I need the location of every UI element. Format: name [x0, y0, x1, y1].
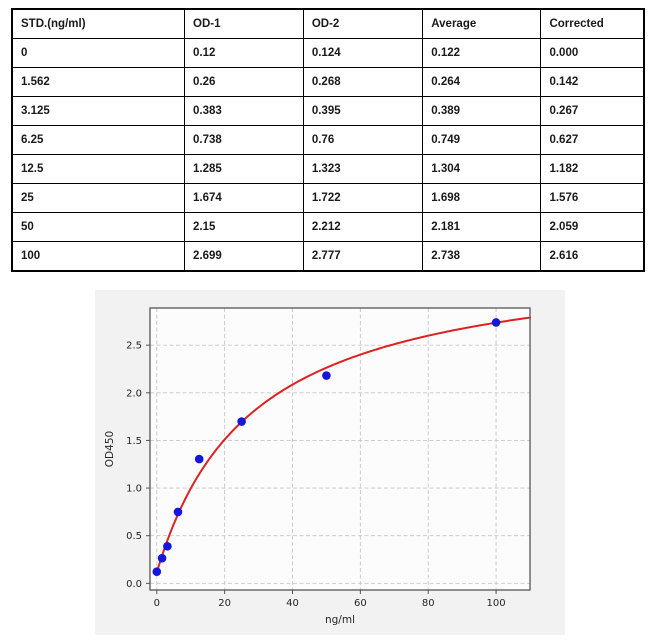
y-tick-label: 1.0	[126, 484, 142, 495]
table-cell: 2.059	[540, 212, 645, 242]
table-cell: 2.777	[302, 241, 424, 272]
x-axis-label: ng/ml	[325, 614, 355, 626]
table-cell: 0.142	[540, 67, 645, 97]
data-point	[163, 541, 172, 551]
table-row: 25 1.674 1.722 1.698 1.576	[11, 183, 645, 213]
column-header: Average	[422, 8, 542, 39]
axes-border	[149, 307, 531, 591]
table-cell: 12.5	[11, 154, 186, 184]
table-row: 3.125 0.383 0.395 0.389 0.267	[11, 96, 645, 126]
table-cell: 2.15	[184, 212, 304, 242]
table-cell: 50	[11, 212, 186, 242]
table-cell: 1.576	[540, 183, 645, 213]
table-cell: 0.738	[184, 125, 304, 155]
y-tick-label: 0.0	[126, 579, 142, 590]
standard-curve-figure: 0 20 40 60 80 100 0.0 0.5 1.0 1.5 2.0 2.5 ng/ml OD450	[95, 290, 565, 635]
x-tick-label: 100	[487, 598, 506, 609]
table-cell: 1.182	[540, 154, 645, 184]
plot-background	[150, 308, 530, 590]
table-cell: 0.26	[184, 67, 304, 97]
column-header: Corrected	[540, 8, 645, 39]
data-point	[491, 318, 501, 327]
table-cell: 0.76	[302, 125, 424, 155]
table-cell: 2.212	[302, 212, 424, 242]
data-point	[237, 417, 246, 426]
column-header: STD.(ng/ml)	[11, 8, 186, 39]
table-row: 6.25 0.738 0.76 0.749 0.627	[11, 125, 645, 155]
column-header: OD-1	[184, 8, 304, 39]
table-cell: 0.389	[422, 96, 542, 126]
table-cell: 25	[11, 183, 186, 213]
table-cell: 100	[11, 241, 186, 272]
table-cell: 1.562	[11, 67, 186, 97]
table-cell: 0.749	[422, 125, 542, 155]
table-cell: 0.000	[540, 38, 645, 68]
column-header: OD-2	[302, 8, 424, 39]
table-row: 1.562 0.26 0.268 0.264 0.142	[11, 67, 645, 97]
table-cell: 0.264	[422, 67, 542, 97]
table-row: 12.5 1.285 1.323 1.304 1.182	[11, 154, 645, 184]
header-row: STD.(ng/ml) OD-1 OD-2 Average Corrected	[11, 8, 645, 39]
data-point	[322, 371, 331, 380]
table-cell: 1.323	[302, 154, 424, 184]
y-axis-label: OD450	[104, 431, 116, 467]
table-cell: 2.616	[540, 241, 645, 272]
std-table: STD.(ng/ml) OD-1 OD-2 Average Corrected 0 0.1…	[11, 8, 645, 272]
table-cell: 0.268	[302, 67, 424, 97]
x-tick-label: 0	[154, 598, 160, 609]
table-cell: 6.25	[11, 125, 186, 155]
y-tick-label: 2.0	[126, 388, 142, 399]
table-cell: 0.124	[302, 38, 424, 68]
y-tick-label: 0.5	[126, 531, 142, 542]
data-point	[173, 507, 183, 517]
table-row: 50 2.15 2.212 2.181 2.059	[11, 212, 645, 242]
standard-data-table: STD.(ng/ml) OD-1 OD-2 Average Corrected 0 0.1…	[11, 8, 645, 272]
standard-curve-chart: 0 20 40 60 80 100 0.0 0.5 1.0 1.5 2.0 2.5 ng/ml OD450	[95, 290, 565, 635]
x-tick-label: 40	[286, 598, 299, 609]
table-cell: 0.122	[422, 38, 542, 68]
table-cell: 0.627	[540, 125, 645, 155]
table-row: 0 0.12 0.124 0.122 0.000	[11, 38, 645, 68]
x-tick-label: 20	[218, 598, 231, 609]
x-tick-label: 80	[422, 598, 435, 609]
x-tick-label: 60	[354, 598, 367, 609]
data-point	[157, 553, 167, 563]
y-tick-label: 2.5	[126, 341, 142, 352]
table-cell: 0	[11, 38, 186, 68]
table-row: 100 2.699 2.777 2.738 2.616	[11, 241, 645, 272]
table-cell: 2.181	[422, 212, 542, 242]
table-cell: 2.699	[184, 241, 304, 272]
table-cell: 0.267	[540, 96, 645, 126]
table-cell: 1.698	[422, 183, 542, 213]
table-cell: 1.674	[184, 183, 304, 213]
table-cell: 1.722	[302, 183, 424, 213]
table-cell: 3.125	[11, 96, 186, 126]
data-point	[194, 454, 204, 464]
fit-curve	[155, 316, 531, 574]
data-point	[152, 567, 162, 577]
table-cell: 0.395	[302, 96, 424, 126]
table-cell: 0.383	[184, 96, 304, 126]
y-tick-label: 1.5	[126, 436, 142, 447]
table-cell: 0.12	[184, 38, 304, 68]
std-table-header: STD.(ng/ml) OD-1 OD-2 Average Corrected	[11, 8, 645, 39]
table-cell: 2.738	[422, 241, 542, 272]
std-table-body: 0 0.12 0.124 0.122 0.000 1.562 0.26 0.268 0.264 0…	[11, 38, 645, 272]
table-cell: 1.285	[184, 154, 304, 184]
table-cell: 1.304	[422, 154, 542, 184]
